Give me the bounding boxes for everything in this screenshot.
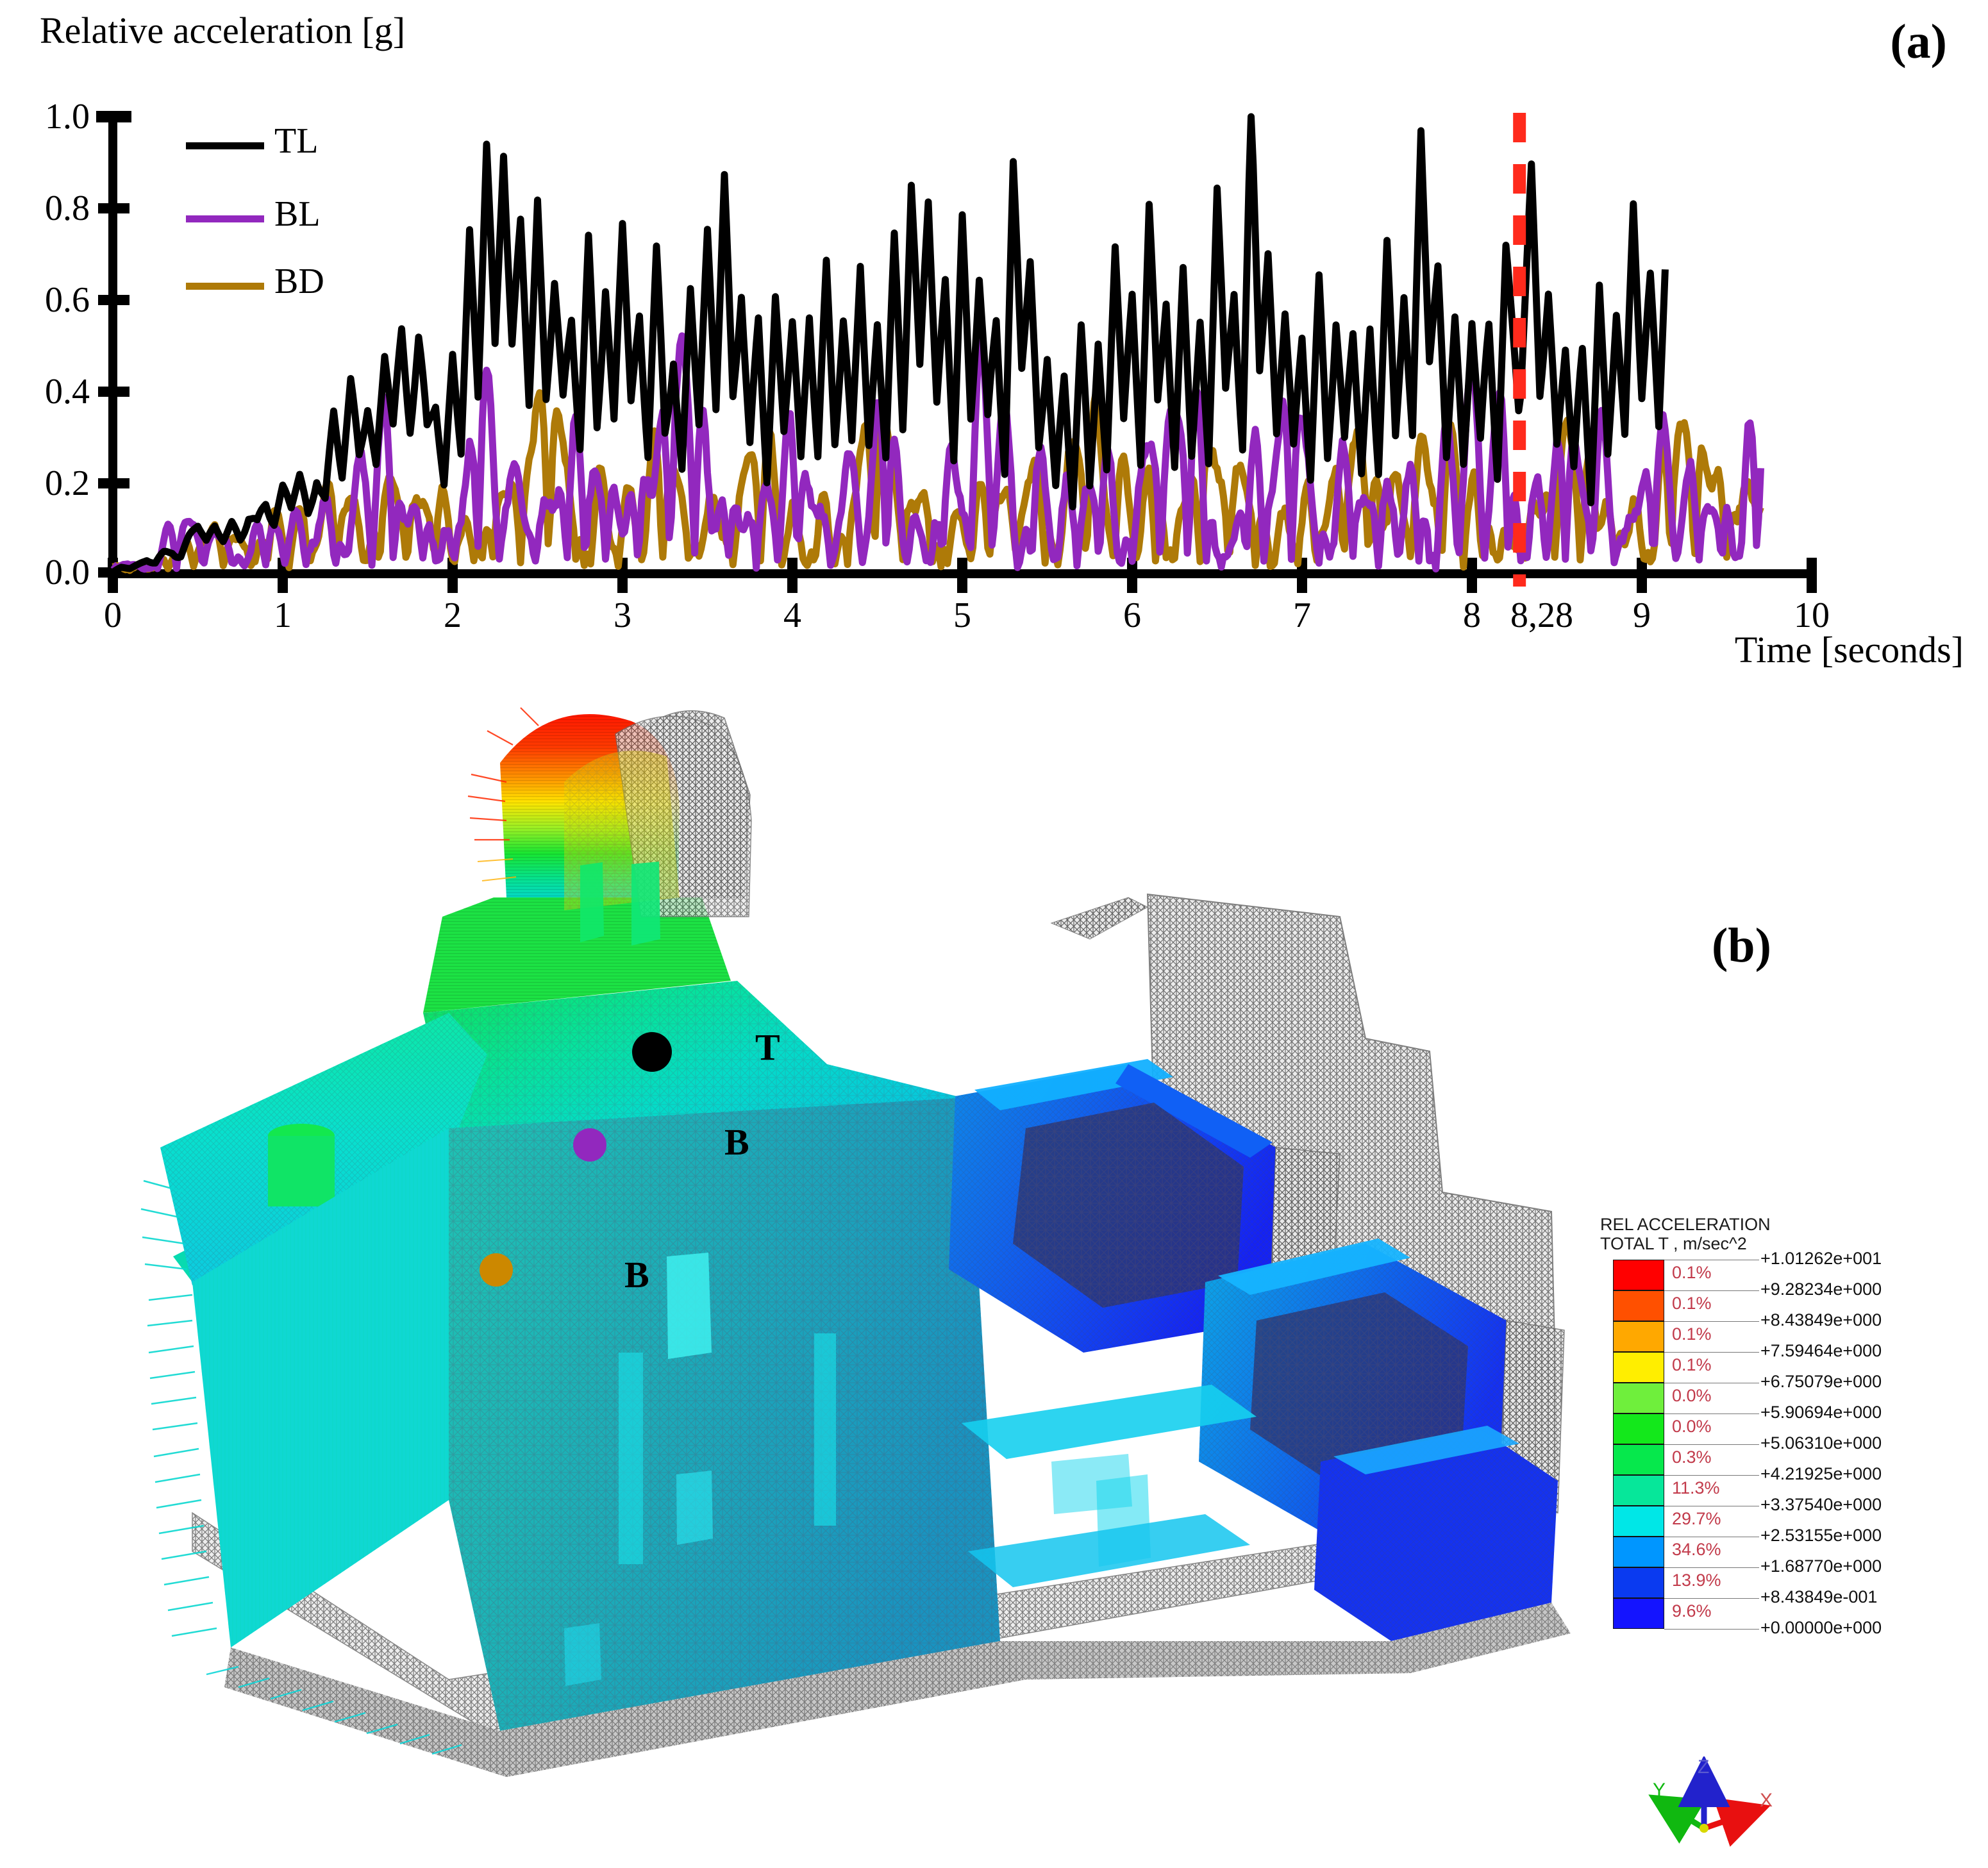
colorbar-swatch: [1613, 1444, 1664, 1475]
colorbar-swatch: [1613, 1321, 1664, 1352]
bl-node-marker: [573, 1128, 606, 1162]
triad-z-label: Z: [1698, 1756, 1709, 1778]
colorbar-value-label: +5.06310e+000: [1760, 1433, 1882, 1453]
x-tick-label-6: 6: [1123, 596, 1141, 635]
y-tick-label-02: 0.2: [45, 463, 90, 503]
fem-mesh-render: [140, 707, 1571, 1777]
colorbar-percent-label: 9.6%: [1672, 1601, 1712, 1621]
y-tick-label-08: 0.8: [45, 188, 90, 228]
colorbar-swatch: [1613, 1290, 1664, 1321]
colorbar-value-label: +1.01262e+001: [1760, 1249, 1882, 1268]
colorbar-percent-label: 29.7%: [1672, 1509, 1721, 1528]
colorbar-value-label: +5.90694e+000: [1760, 1403, 1882, 1422]
colorbar-swatch: [1613, 1506, 1664, 1537]
colorbar-leader-line: [1664, 1352, 1759, 1353]
colorbar-value-label: +6.75079e+000: [1760, 1372, 1882, 1391]
colorbar-swatch: [1613, 1383, 1664, 1414]
colorbar-value-label: +7.59464e+000: [1760, 1341, 1882, 1360]
colorbar-min-value-label: +0.00000e+000: [1760, 1618, 1882, 1637]
bell-tower-mesh: [423, 707, 752, 1013]
colorbar-swatch: [1613, 1352, 1664, 1383]
colorbar-value-label: +4.21925e+000: [1760, 1464, 1882, 1483]
colorbar-leader-line: [1664, 1321, 1759, 1322]
y-axis-title: Relative acceleration [g]: [40, 10, 406, 51]
colorbar-leader-line: [1664, 1598, 1759, 1599]
colorbar-percent-label: 34.6%: [1672, 1540, 1721, 1559]
colorbar-percent-label: 0.0%: [1672, 1386, 1712, 1405]
y-tick-label-00: 0.0: [45, 553, 90, 592]
colorbar-value-label: +1.68770e+000: [1760, 1556, 1882, 1576]
legend-label-tl: TL: [274, 121, 319, 161]
x-tick-label-9: 9: [1633, 596, 1651, 635]
colorbar-leader-line: [1664, 1567, 1759, 1568]
colorbar-swatch: [1613, 1260, 1664, 1290]
x-tick-label-10: 10: [1794, 596, 1830, 635]
x-tick-label-8: 8: [1463, 596, 1481, 635]
x-tick-label-5: 5: [953, 596, 971, 635]
x-tick-label-2: 2: [444, 596, 462, 635]
tl-node-marker: [632, 1032, 672, 1072]
colorbar-value-label: +3.37540e+000: [1760, 1495, 1882, 1514]
legend-label-bl: BL: [274, 194, 321, 234]
colorbar-percent-label: 0.0%: [1672, 1417, 1712, 1436]
x-tick-label-4: 4: [783, 596, 801, 635]
legend-swatch-bd: [186, 283, 264, 290]
colorbar-swatch: [1613, 1567, 1664, 1598]
nave-base-label: B: [624, 1254, 649, 1296]
colorbar-swatch: [1613, 1475, 1664, 1506]
bd-node-marker: [480, 1253, 513, 1287]
x-axis-title: Time [seconds]: [1734, 629, 1964, 671]
legend-label-bd: BD: [274, 262, 324, 301]
colorbar-leader-line: [1664, 1290, 1759, 1291]
colorbar-value-label: +8.43849e-001: [1760, 1587, 1878, 1606]
x-tick-label-7: 7: [1293, 596, 1311, 635]
colorbar-swatch: [1613, 1414, 1664, 1444]
x-tick-label-3: 3: [614, 596, 631, 635]
panel-b-label: (b): [1712, 919, 1771, 972]
legend-swatch-bl: [186, 215, 264, 222]
panel-b-fem-model: T B B: [0, 705, 1988, 1868]
colorbar-swatch: [1613, 1537, 1664, 1567]
series-tl-line: [110, 113, 1669, 576]
colorbar-swatch: [1613, 1598, 1664, 1629]
colorbar-title: REL ACCELERATION TOTAL T , m/sec^2: [1600, 1215, 1771, 1253]
triad-x-label: X: [1760, 1790, 1773, 1811]
panel-a-acceleration-chart: Relative acceleration [g] (a): [0, 0, 1988, 699]
colorbar-legend: REL ACCELERATION TOTAL T , m/sec^2 +1.012…: [1600, 1215, 1959, 1740]
series-path-bl: [110, 332, 1764, 573]
colorbar-title-line1: REL ACCELERATION: [1600, 1215, 1771, 1234]
colorbar-value-label: +2.53155e+000: [1760, 1526, 1882, 1545]
colorbar-percent-label: 11.3%: [1672, 1478, 1720, 1497]
panel-a-label: (a): [1890, 15, 1947, 69]
colorbar-leader-line: [1664, 1444, 1759, 1445]
y-tick-label-06: 0.6: [45, 280, 90, 320]
colorbar-leader-line: [1664, 1475, 1759, 1476]
base-plinth: [206, 1603, 1571, 1777]
y-tick-label-1: 1.0: [45, 97, 90, 137]
tower-top-label: T: [755, 1026, 780, 1068]
y-tick-label-04: 0.4: [45, 372, 90, 412]
colorbar-percent-label: 0.1%: [1672, 1263, 1712, 1282]
x-tick-label-0: 0: [104, 596, 122, 635]
colorbar-percent-label: 0.3%: [1672, 1447, 1712, 1467]
triad-y-label: Y: [1653, 1780, 1666, 1801]
x-tick-label-828: 8,28: [1510, 596, 1573, 635]
series-bl-line: [110, 332, 1764, 573]
apse-blocks-mesh: [949, 1059, 1565, 1641]
colorbar-value-label: +8.43849e+000: [1760, 1310, 1882, 1330]
series-path-tl: [110, 113, 1669, 576]
legend-swatch-tl: [186, 142, 264, 149]
nave-body-mesh: [140, 981, 1151, 1731]
colorbar-percent-label: 0.1%: [1672, 1324, 1712, 1344]
x-tick-label-1: 1: [274, 596, 292, 635]
colorbar-percent-label: 13.9%: [1672, 1571, 1721, 1590]
colorbar-percent-label: 0.1%: [1672, 1355, 1712, 1374]
colorbar-value-label: +9.28234e+000: [1760, 1280, 1882, 1299]
colorbar-title-line2: TOTAL T , m/sec^2: [1600, 1234, 1747, 1254]
tower-base-label: B: [724, 1121, 749, 1163]
colorbar-leader-line: [1664, 1629, 1759, 1630]
axis-triad: X Y Z: [1648, 1756, 1773, 1847]
acceleration-time-history-plot: [96, 111, 1817, 593]
colorbar-percent-label: 0.1%: [1672, 1294, 1712, 1313]
